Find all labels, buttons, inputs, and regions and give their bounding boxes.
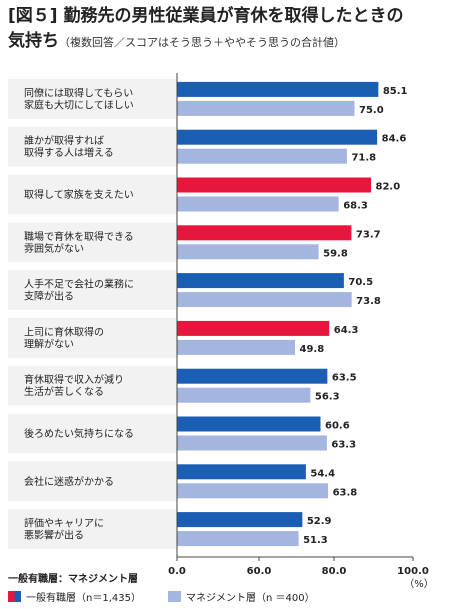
bar-manager (177, 435, 327, 451)
category-band (8, 222, 177, 263)
title-line2-text: 気持ち (8, 31, 59, 51)
bar-manager (177, 292, 352, 308)
category-band (8, 413, 177, 454)
bar-general (177, 368, 328, 384)
data-label-general: 85.1 (383, 86, 408, 97)
category-label: 誰かが取得すれば取得する人は増える (24, 134, 114, 159)
category-band (8, 126, 177, 167)
x-tick-label: 60.0 (247, 566, 272, 577)
category-label: 育休取得で収入が減り生活が苦しくなる (24, 373, 124, 398)
data-label-general: 54.4 (310, 468, 335, 479)
data-label-general: 52.9 (307, 516, 332, 527)
bar-general (177, 416, 321, 432)
data-label-manager: 75.0 (359, 105, 384, 116)
bar-manager (177, 244, 319, 260)
category-band (8, 461, 177, 502)
data-label-manager: 49.8 (300, 344, 325, 355)
title-line1: [図５] 勤務先の男性従業員が育休を取得したときの (8, 6, 404, 26)
data-label-general: 82.0 (376, 182, 401, 193)
title-note: （複数回答／スコアはそう思う＋ややそう思うの合計値） (59, 36, 345, 49)
category-band (8, 79, 177, 119)
category-label: 取得して家族を支えたい (24, 188, 134, 201)
chart-title: [図５] 勤務先の男性従業員が育休を取得したときの 気持ち（複数回答／スコアはそ… (8, 4, 470, 55)
data-label-general: 64.3 (334, 325, 359, 336)
legend-label-general: 一般有職層（n＝1,435） (26, 593, 141, 604)
bar-general (177, 225, 352, 241)
bar-manager (177, 387, 311, 403)
bar-general (177, 81, 379, 97)
category-label: 後ろめたい気持ちになる (24, 427, 134, 440)
data-label-general: 84.6 (382, 134, 407, 145)
category-label: 上司に育休取得の理解がない (24, 325, 104, 350)
bar-general (177, 464, 306, 480)
bar-general (177, 129, 378, 145)
category-label: 職場で育休を取得できる雰囲気がない (24, 230, 134, 255)
data-label-manager: 63.3 (331, 440, 356, 451)
data-label-manager: 63.8 (333, 487, 358, 498)
bar-manager (177, 483, 329, 499)
title-line2: 気持ち（複数回答／スコアはそう思う＋ややそう思うの合計値） (8, 29, 470, 55)
category-label: 会社に迷惑がかかる (24, 475, 114, 488)
data-label-manager: 56.3 (315, 392, 340, 403)
x-unit-label: （%） (404, 578, 434, 590)
data-label-manager: 68.3 (343, 201, 368, 212)
legend: 一般有職層（n＝1,435） マネジメント層（n ＝400） (8, 589, 315, 604)
category-band (8, 509, 177, 549)
bar-general (177, 177, 372, 193)
data-label-manager: 51.3 (303, 535, 328, 546)
bar-general (177, 273, 344, 289)
data-label-manager: 59.8 (323, 248, 348, 259)
bar-manager (177, 100, 355, 116)
data-label-manager: 73.8 (356, 296, 381, 307)
bar-manager (177, 196, 339, 212)
data-label-general: 73.7 (356, 229, 381, 240)
data-label-general: 70.5 (348, 277, 373, 288)
category-band (8, 270, 177, 310)
legend-swatch-manager (167, 591, 181, 602)
legend-label-manager: マネジメント層（n ＝400） (185, 593, 315, 604)
data-label-general: 60.6 (325, 421, 350, 432)
bar-manager (177, 531, 299, 547)
data-label-manager: 71.8 (351, 153, 376, 164)
bar-general (177, 320, 330, 336)
category-band (8, 174, 177, 215)
x-tick-label: 0.0 (168, 566, 186, 577)
x-tick-label: 100.0 (397, 566, 429, 577)
category-label: 同僚には取得してもらい家庭も大切にしてほしい (24, 86, 134, 111)
category-band (8, 318, 177, 358)
legend-note: 一般有職層：マネジメント層 (8, 574, 138, 585)
category-label: 人手不足で会社の業務に支障が出る (24, 278, 134, 303)
bar-general (177, 512, 303, 528)
bar-manager (177, 148, 347, 164)
category-band (8, 365, 177, 406)
x-tick-label: 80.0 (322, 566, 347, 577)
bar-manager (177, 339, 296, 355)
legend-swatch-general (8, 591, 21, 602)
data-label-general: 63.5 (332, 373, 357, 384)
category-label: 評価やキャリアに悪影響が出る (24, 517, 104, 542)
